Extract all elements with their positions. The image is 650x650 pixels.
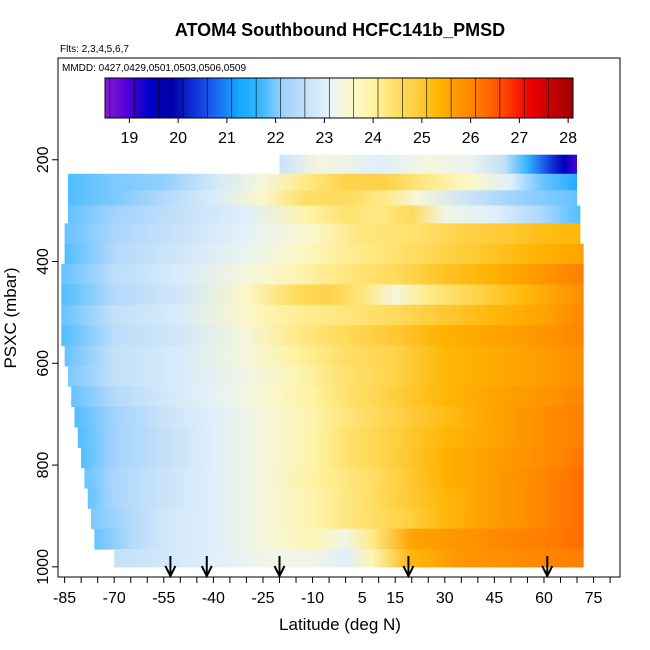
x-tick-label: -10 — [301, 590, 324, 607]
heatmap-layer-band — [67, 190, 578, 207]
flights-label: Flts: 2,3,4,5,6,7 — [60, 44, 129, 55]
colorbar-tick-label: 21 — [218, 130, 236, 147]
heatmap-layer-band — [64, 345, 584, 367]
colorbar-tick-label: 28 — [559, 130, 577, 147]
y-tick-label: 200 — [35, 146, 52, 173]
colorbar-gradient — [104, 77, 574, 119]
heatmap-layer-band — [61, 325, 584, 347]
colorbar-tick-label: 23 — [315, 130, 333, 147]
heatmap-layer-band — [61, 304, 584, 326]
x-tick-label: -55 — [152, 590, 175, 607]
heatmap-layer-band — [81, 447, 584, 469]
heatmap-layer-band — [94, 528, 584, 550]
colorbar: 19 20 21 22 23 24 25 26 27 28 — [104, 77, 577, 147]
colorbar-tick-label: 27 — [510, 130, 528, 147]
plot-frame — [57, 57, 621, 578]
heatmap-layer-band — [61, 284, 584, 306]
heatmap-layer-band — [114, 549, 584, 568]
x-tick-label: 45 — [485, 590, 503, 607]
x-tick-label: -40 — [202, 590, 225, 607]
y-axis-label: PSXC (mbar) — [1, 267, 20, 368]
heatmap-layer-band — [74, 406, 584, 428]
x-tick-label: 15 — [386, 590, 404, 607]
colorbar-tick-label: 20 — [169, 130, 187, 147]
y-tick-label: 400 — [35, 248, 52, 275]
heatmap-layer-band — [91, 508, 584, 530]
heatmap-layer-band — [67, 365, 584, 387]
x-tick-label: 60 — [535, 590, 553, 607]
heatmap-layer-band — [67, 173, 578, 191]
heatmap-layer-band — [84, 467, 584, 489]
heatmap-layer-band — [87, 487, 584, 509]
profile-arrow — [402, 556, 415, 579]
colorbar-tick-label: 26 — [462, 130, 480, 147]
y-tick-label: 600 — [35, 350, 52, 377]
y-tick-label: 800 — [35, 452, 52, 479]
x-tick-label: 30 — [436, 590, 454, 607]
profile-arrows — [164, 556, 554, 579]
y-tick-label: 1000 — [35, 549, 52, 585]
x-tick-label: 5 — [358, 590, 367, 607]
x-tick-label: -70 — [103, 590, 126, 607]
chart-title: ATOM4 Southbound HCFC141b_PMSD — [175, 20, 505, 40]
colorbar-tick-label: 24 — [364, 130, 382, 147]
heatmap-layer-band — [64, 243, 584, 265]
heatmap-layer-band — [61, 264, 584, 286]
x-tick-label: 75 — [585, 590, 603, 607]
heatmap-layer-band — [64, 223, 581, 245]
profile-arrow — [273, 556, 286, 579]
colorbar-tick-label: 19 — [120, 130, 138, 147]
x-tick-label: -85 — [53, 590, 76, 607]
x-axis-label: Latitude (deg N) — [279, 615, 401, 634]
dates-label: MMDD: 0427,0429,0501,0503,0506,0509 — [62, 63, 246, 74]
heatmap-layer-band — [77, 426, 584, 448]
profile-arrow — [164, 556, 177, 579]
x-tick-label: -25 — [251, 590, 274, 607]
colorbar-tick-label: 25 — [413, 130, 431, 147]
heatmap-layer-band — [279, 154, 578, 175]
profile-arrow — [200, 556, 213, 579]
profile-arrow — [541, 556, 554, 579]
heatmap-layer-band — [67, 205, 581, 224]
y-axis: 200 400 600 800 1000 — [35, 146, 58, 585]
x-axis: -85 -70 -55 -40 -25 -10 5 15 30 45 60 75 — [53, 577, 611, 607]
heatmap-layer-band — [71, 386, 584, 408]
heatmap — [61, 154, 584, 568]
colorbar-tick-label: 22 — [267, 130, 285, 147]
